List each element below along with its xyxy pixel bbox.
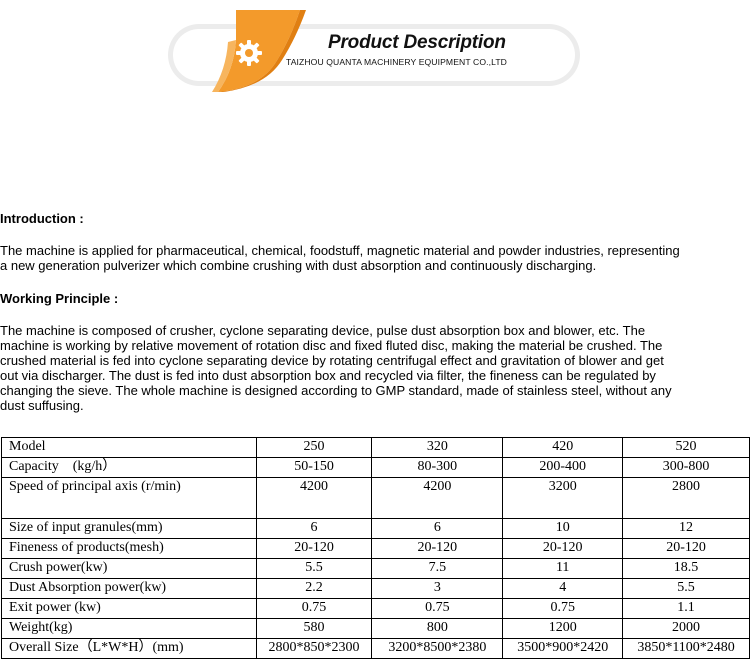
- table-cell: 800: [371, 618, 504, 639]
- table-cell: 250: [255, 437, 373, 458]
- product-description-banner: Product Description TAIZHOU QUANTA MACHI…: [168, 10, 582, 94]
- table-cell: 2000: [622, 618, 750, 639]
- table-cell: 3850*1100*2480: [622, 638, 750, 659]
- table-cell: 20-120: [371, 538, 504, 559]
- table-cell: 0.75: [371, 598, 504, 619]
- table-cell: 1.1: [622, 598, 750, 619]
- table-cell: 0.75: [255, 598, 373, 619]
- table-row: Size of input granules(mm) 6 6 10 12: [1, 518, 750, 539]
- table-cell: 3200*8500*2380: [371, 638, 504, 659]
- table-cell: 5.5: [622, 578, 750, 599]
- row-label: Overall Size（L*W*H）(mm): [1, 638, 257, 659]
- table-cell: 80-300: [371, 457, 504, 478]
- table-cell: 520: [622, 437, 750, 458]
- row-label: Model: [1, 437, 257, 458]
- table-row: Dust Absorption power(kw) 2.2 3 4 5.5: [1, 578, 750, 599]
- table-row: Speed of principal axis (r/min) 4200 4200 3…: [1, 477, 750, 519]
- table-cell: 420: [502, 437, 624, 458]
- banner-title: Product Description: [328, 32, 506, 53]
- table-cell: 10: [502, 518, 624, 539]
- table-cell: 4200: [371, 477, 504, 519]
- table-cell: 320: [371, 437, 504, 458]
- introduction-text: The machine is applied for pharmaceutica…: [0, 243, 680, 273]
- table-cell: 18.5: [622, 558, 750, 579]
- gear-icon: [236, 40, 262, 66]
- table-cell: 300-800: [622, 457, 750, 478]
- table-cell: 1200: [502, 618, 624, 639]
- table-row: Fineness of products(mesh) 20-120 20-120 20…: [1, 538, 750, 559]
- table-cell: 3200: [502, 477, 624, 519]
- row-label: Speed of principal axis (r/min): [1, 477, 257, 519]
- table-cell: 2800: [622, 477, 750, 519]
- table-cell: 7.5: [371, 558, 504, 579]
- table-cell: 0.75: [502, 598, 624, 619]
- row-label: Weight(kg): [1, 618, 257, 639]
- row-label: Size of input granules(mm): [1, 518, 257, 539]
- table-cell: 50-150: [255, 457, 373, 478]
- table-cell: 2800*850*2300: [255, 638, 373, 659]
- table-cell: 20-120: [255, 538, 373, 559]
- row-label: Crush power(kw): [1, 558, 257, 579]
- table-cell: 6: [371, 518, 504, 539]
- row-label: Dust Absorption power(kw): [1, 578, 257, 599]
- table-cell: 3: [371, 578, 504, 599]
- working-principle-heading: Working Principle :: [0, 291, 119, 306]
- specification-table: Model 250 320 420 520 Capacity (kg/h） 50-150 80…: [1, 437, 750, 659]
- table-row: Overall Size（L*W*H）(mm) 2800*850*2300 3200…: [1, 638, 750, 659]
- table-cell: 4: [502, 578, 624, 599]
- company-name: TAIZHOU QUANTA MACHINERY EQUIPMENT CO.,L…: [286, 57, 507, 67]
- table-cell: 20-120: [622, 538, 750, 559]
- table-cell: 20-120: [502, 538, 624, 559]
- table-row: Weight(kg) 580 800 1200 2000: [1, 618, 750, 639]
- table-row: Capacity (kg/h） 50-150 80-300 200-400 300-80…: [1, 457, 750, 478]
- row-label: Capacity (kg/h）: [1, 457, 257, 478]
- table-cell: 3500*900*2420: [502, 638, 624, 659]
- table-cell: 6: [255, 518, 373, 539]
- table-cell: 200-400: [502, 457, 624, 478]
- table-cell: 12: [622, 518, 750, 539]
- table-cell: 4200: [255, 477, 373, 519]
- table-row: Model 250 320 420 520: [1, 437, 750, 458]
- table-cell: 580: [255, 618, 373, 639]
- introduction-heading: Introduction :: [0, 211, 84, 226]
- row-label: Exit power (kw): [1, 598, 257, 619]
- row-label: Fineness of products(mesh): [1, 538, 257, 559]
- table-row: Exit power (kw) 0.75 0.75 0.75 1.1: [1, 598, 750, 619]
- working-principle-text: The machine is composed of crusher, cycl…: [0, 323, 672, 413]
- table-cell: 11: [502, 558, 624, 579]
- table-row: Crush power(kw) 5.5 7.5 11 18.5: [1, 558, 750, 579]
- table-cell: 5.5: [255, 558, 373, 579]
- table-cell: 2.2: [255, 578, 373, 599]
